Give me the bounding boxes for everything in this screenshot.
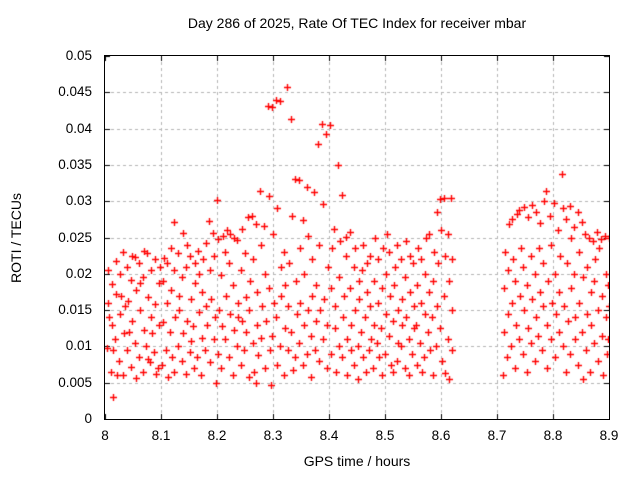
chart-title: Day 286 of 2025, Rate Of TEC Index for r… bbox=[187, 15, 527, 31]
y-tick-label: 0.005 bbox=[58, 374, 92, 390]
y-tick-label: 0.035 bbox=[58, 156, 92, 172]
plot-canvas bbox=[105, 56, 609, 419]
y-tick-label: 0.045 bbox=[58, 84, 92, 100]
y-tick-label: 0.04 bbox=[65, 120, 92, 136]
x-tick-label: 8.3 bbox=[263, 428, 283, 443]
y-tick-label: 0.03 bbox=[65, 193, 92, 209]
x-tick-label: 8.4 bbox=[319, 428, 339, 443]
x-axis-label: GPS time / hours bbox=[303, 453, 411, 469]
y-tick-label: 0.01 bbox=[65, 338, 92, 354]
y-tick-label: 0.02 bbox=[65, 265, 92, 281]
y-tick-label: 0.05 bbox=[65, 48, 92, 63]
y-tick-label: 0.015 bbox=[58, 302, 92, 318]
y-axis-label: ROTI / TECUs bbox=[8, 193, 24, 283]
x-tick-label: 8.5 bbox=[375, 428, 395, 443]
x-tick-label: 8.2 bbox=[207, 428, 227, 443]
x-tick-label: 8.6 bbox=[431, 428, 451, 443]
x-tick-label: 8.8 bbox=[543, 428, 563, 443]
y-tick-label: 0.025 bbox=[58, 229, 92, 245]
plot-area bbox=[104, 55, 610, 420]
x-tick-label: 8.1 bbox=[151, 428, 171, 443]
x-tick-label: 8.9 bbox=[599, 428, 619, 443]
y-tick-label: 0 bbox=[84, 411, 92, 426]
x-tick-label: 8.7 bbox=[487, 428, 507, 443]
x-tick-label: 8 bbox=[101, 428, 109, 443]
